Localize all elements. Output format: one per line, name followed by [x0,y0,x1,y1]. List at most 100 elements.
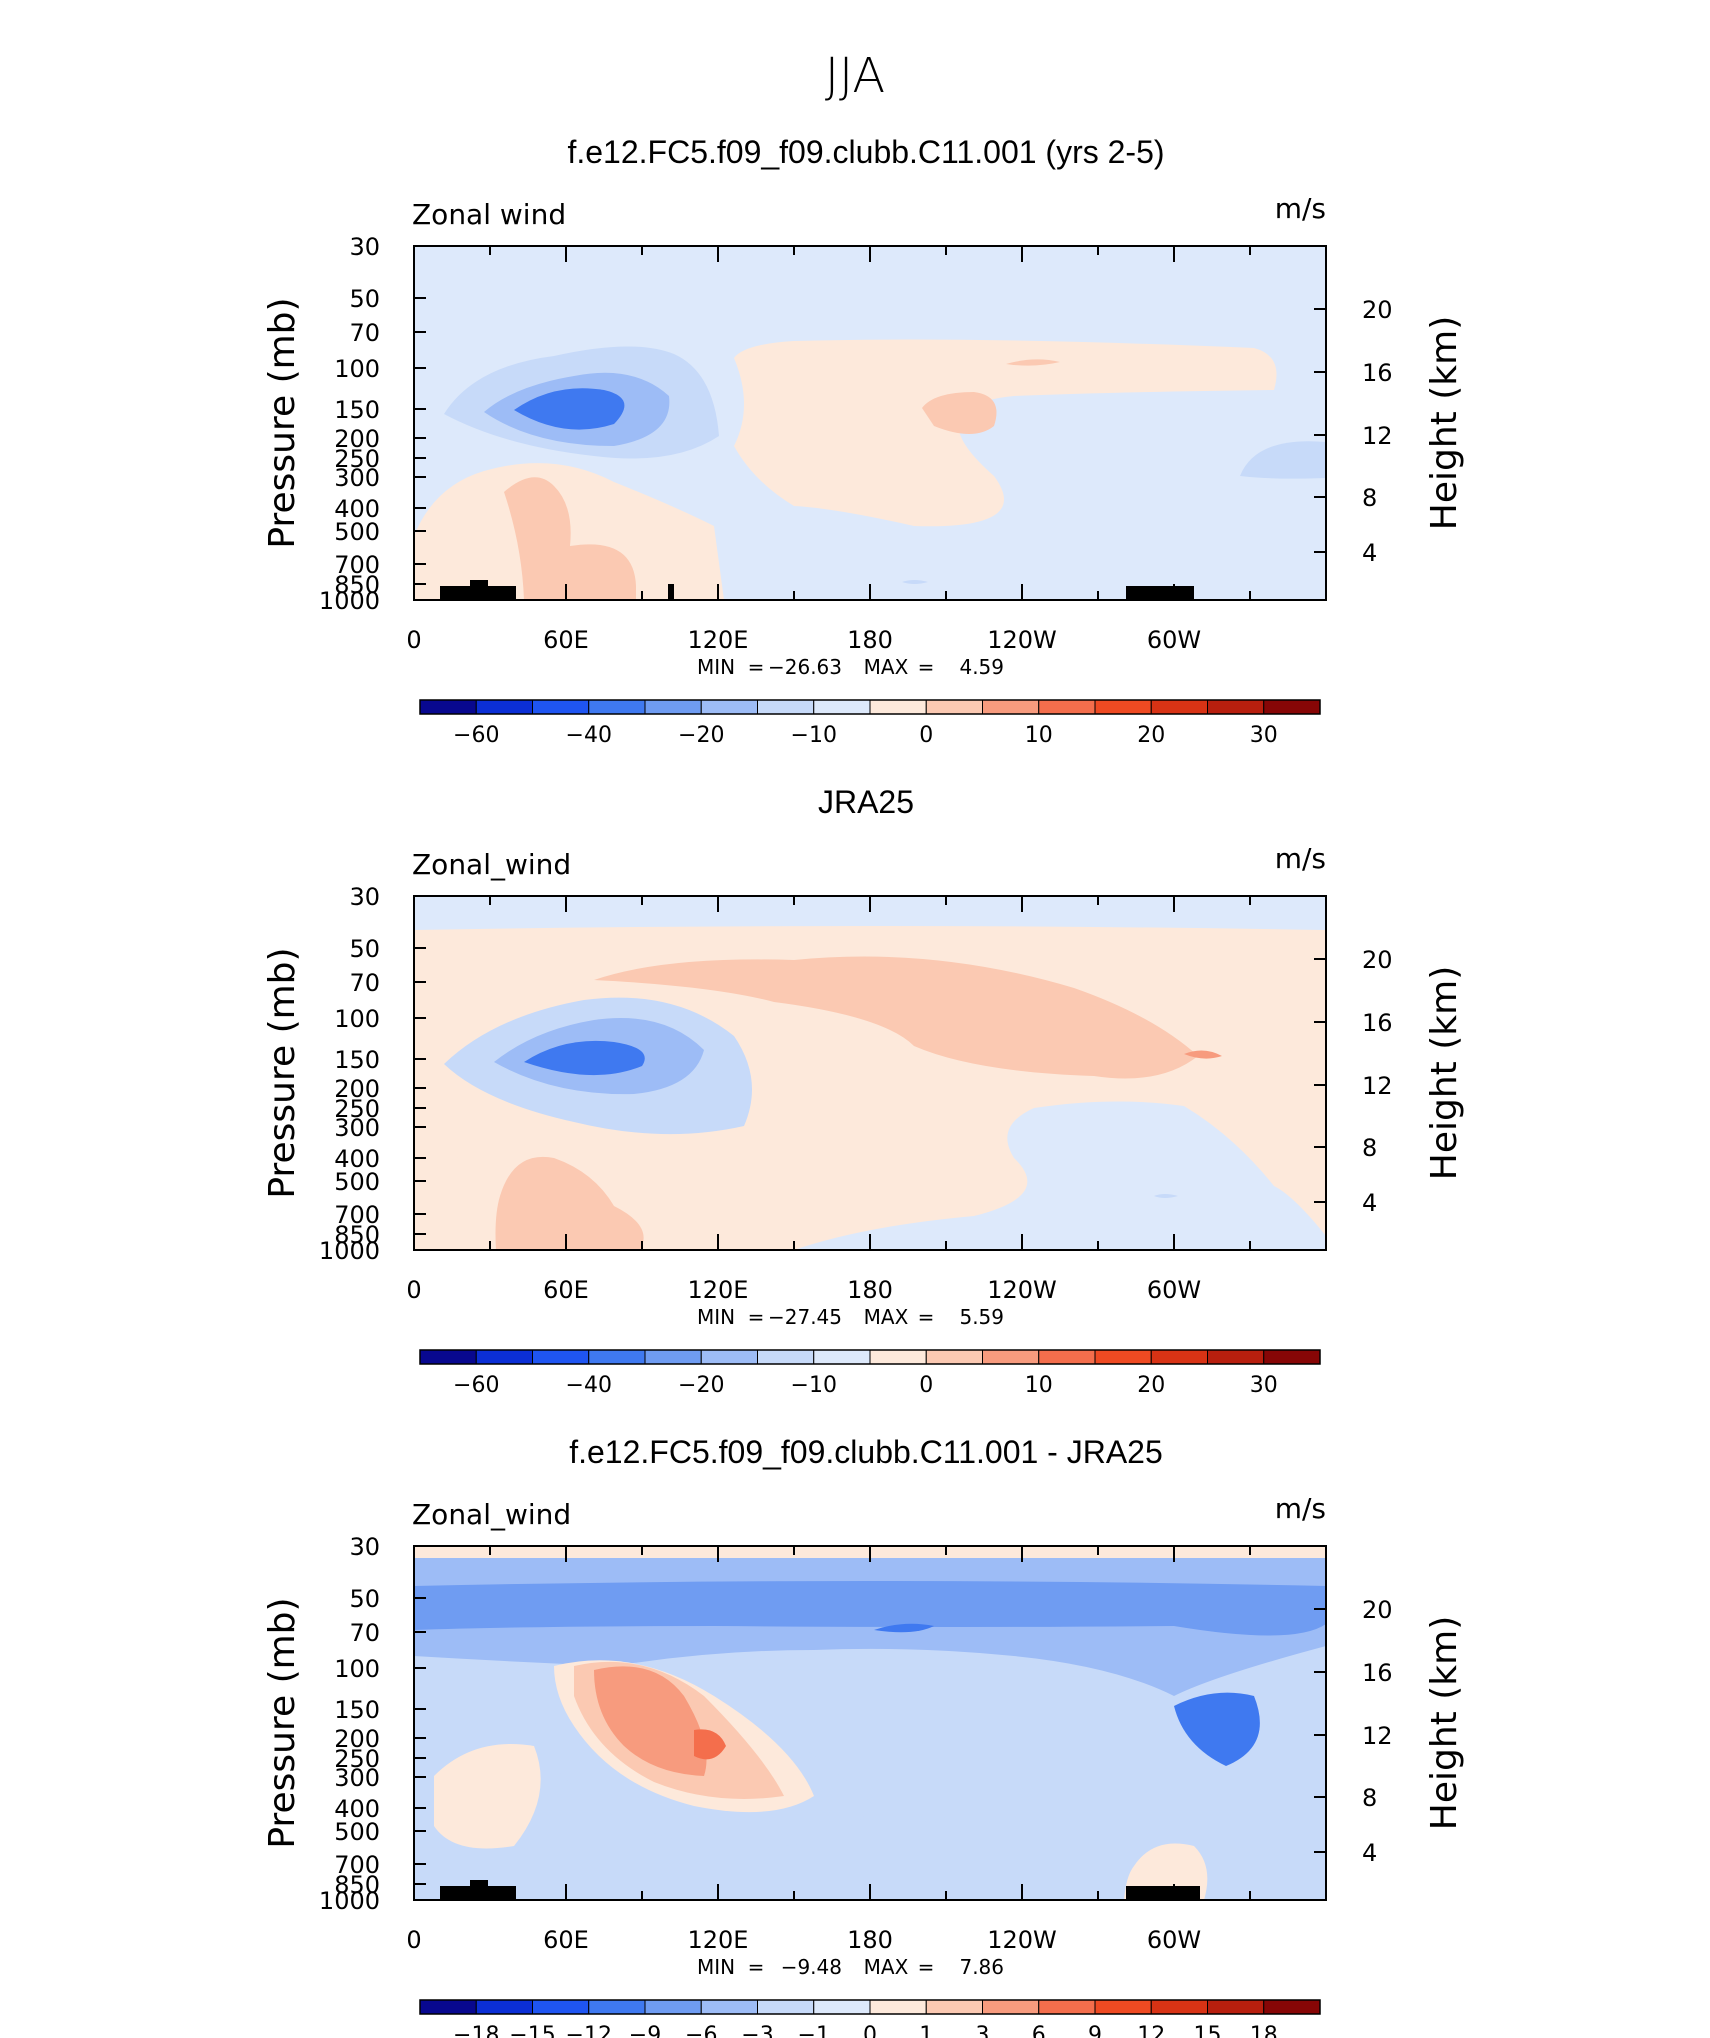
colorbar-cell [982,699,1040,715]
y2-tick-label: 16 [1362,1009,1393,1037]
y-tick-label: 30 [349,883,380,911]
colorbar-cell [644,1349,702,1365]
colorbar-cell [588,1999,646,2015]
y-tick-label: 500 [334,518,380,546]
colorbar-cell [1263,699,1321,715]
colorbar-cell [869,1999,927,2015]
max-equals: = [918,655,935,679]
y2-axis-title: Height (km) [1424,966,1465,1180]
y-tick-label: 400 [334,495,380,523]
colorbar-cell [813,699,871,715]
colorbar-label: −15 [509,2023,555,2038]
colorbar-label: 20 [1137,1373,1165,1398]
colorbar-cell [644,699,702,715]
colorbar-cell [1038,1999,1096,2015]
colorbar-cell [644,1999,702,2015]
colorbar-cell [700,1349,758,1365]
colorbar-cell [1263,1349,1321,1365]
colorbar-label: −6 [685,2023,717,2038]
contour-region [1006,359,1060,366]
panel-title: JRA25 [818,784,914,820]
min-equals: = [748,1955,765,1979]
colorbar-cell [925,1349,983,1365]
colorbar-cell [532,1349,590,1365]
y-tick-label: 1000 [319,1887,380,1915]
colorbar-label: 18 [1250,2023,1278,2038]
colorbar-label: 0 [919,723,933,748]
panel-reanalysis: JRA25 Zonal_wind m/s 3050701001502002503… [262,784,1465,1398]
colorbar-label: 1 [919,2023,933,2038]
topography-block [488,1886,516,1900]
colorbar-cell [588,699,646,715]
topography-block [1126,1886,1200,1900]
colorbar-cell [1038,699,1096,715]
colorbar-cell [419,699,477,715]
y-tick-label: 50 [349,935,380,963]
colorbar-label: 30 [1250,1373,1278,1398]
topography-block [470,1880,488,1900]
colorbar-cell [1094,1999,1152,2015]
colorbar-label: 10 [1025,723,1053,748]
contour-region [504,477,636,600]
contour-region [524,1040,645,1076]
topography-block [440,1886,470,1900]
y-tick-label: 70 [349,969,380,997]
contour-region [734,339,1277,527]
colorbar-label: 0 [863,2023,877,2038]
variable-label: Zonal wind [412,198,566,231]
min-label: MIN [697,1955,735,1979]
panel-title: f.e12.FC5.f09_f09.clubb.C11.001 (yrs 2-5… [567,134,1164,170]
colorbar-cell [532,699,590,715]
x-tick-label: 120W [987,626,1057,654]
min-equals: = [748,655,765,679]
colorbar-cell [813,1999,871,2015]
y-tick-label: 70 [349,1619,380,1647]
y-tick-label: 250 [334,1095,380,1123]
x-tick-label: 120E [688,626,749,654]
units-label: m/s [1275,1492,1326,1525]
y-tick-label: 100 [334,1655,380,1683]
contour-region [1174,1692,1260,1766]
y-axis-title: Pressure (mb) [262,947,303,1198]
y-tick-label: 50 [349,1585,380,1613]
y-tick-label: 700 [334,1201,380,1229]
colorbar-cell [982,1349,1040,1365]
x-tick-label: 180 [847,1276,893,1304]
colorbar-cell [1207,1999,1265,2015]
colorbar-cell [588,1349,646,1365]
contour-field [414,896,1326,1250]
x-tick-label: 180 [847,1926,893,1954]
colorbar-cell [813,1349,871,1365]
y2-tick-label: 12 [1362,1722,1393,1750]
y-tick-label: 300 [334,1764,380,1792]
colorbar-cell [700,699,758,715]
colorbar-frame [419,1999,1321,2015]
max-value: 5.59 [959,1305,1004,1329]
contour-region [1154,1194,1178,1198]
contour-region [1124,1843,1208,1900]
colorbar-cell [532,1999,590,2015]
panel-difference: f.e12.FC5.f09_f09.clubb.C11.001 - JRA25 … [262,1434,1465,2038]
variable-label: Zonal_wind [412,1498,571,1531]
colorbar-label: 6 [1032,2023,1046,2038]
y2-tick-label: 20 [1362,296,1393,324]
colorbar-label: 30 [1250,723,1278,748]
colorbar-cell [1150,1349,1208,1365]
y-tick-label: 300 [334,464,380,492]
colorbar-label: 15 [1194,2023,1222,2038]
y-tick-label: 30 [349,1533,380,1561]
colorbar-cell [419,1349,477,1365]
colorbar-cell [1150,699,1208,715]
y2-tick-label: 16 [1362,1659,1393,1687]
colorbar-label: −1 [798,2023,830,2038]
contour-region [414,1581,1326,1636]
colorbar-label: 3 [976,2023,990,2038]
min-label: MIN [697,655,735,679]
max-label: MAX [864,1305,909,1329]
colorbar-label: 12 [1137,2023,1165,2038]
colorbar-cell [1038,1349,1096,1365]
colorbar-cell [757,1349,815,1365]
topography-block [488,586,516,600]
colorbar-cell [982,1999,1040,2015]
